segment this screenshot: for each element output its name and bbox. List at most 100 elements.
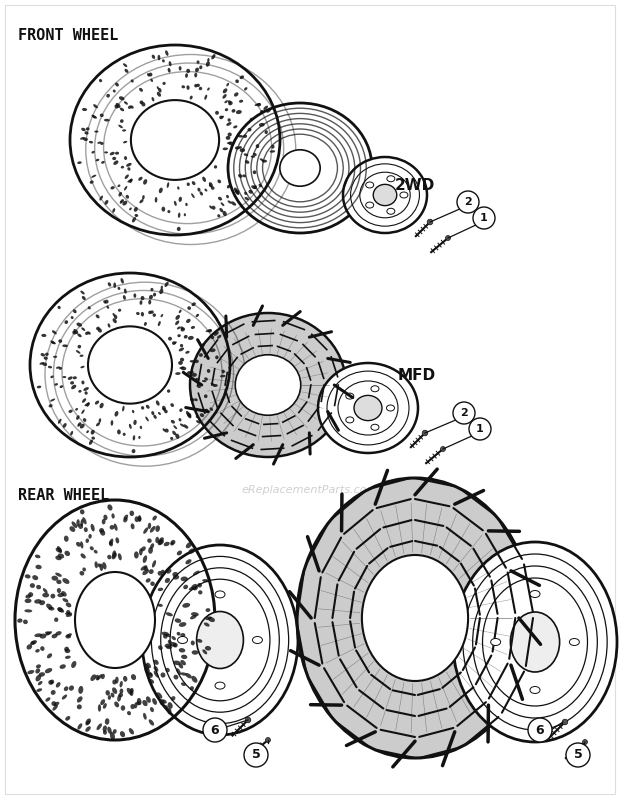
Ellipse shape (115, 677, 118, 684)
Ellipse shape (86, 127, 89, 130)
Ellipse shape (149, 295, 153, 300)
Ellipse shape (80, 137, 85, 140)
Ellipse shape (91, 524, 95, 531)
Ellipse shape (159, 699, 165, 706)
Ellipse shape (179, 408, 183, 412)
Ellipse shape (280, 149, 320, 186)
Ellipse shape (187, 182, 190, 186)
Circle shape (469, 418, 491, 440)
Ellipse shape (24, 610, 32, 612)
Ellipse shape (205, 408, 208, 412)
Ellipse shape (149, 73, 153, 77)
Ellipse shape (69, 686, 74, 691)
Ellipse shape (106, 93, 110, 97)
Ellipse shape (80, 509, 84, 515)
Ellipse shape (51, 576, 58, 581)
Ellipse shape (228, 103, 372, 233)
Ellipse shape (81, 554, 86, 559)
Ellipse shape (95, 675, 99, 681)
Ellipse shape (175, 320, 179, 325)
Ellipse shape (36, 585, 41, 590)
Ellipse shape (78, 422, 81, 426)
Ellipse shape (30, 273, 230, 457)
Ellipse shape (92, 151, 95, 153)
Ellipse shape (73, 331, 76, 335)
Ellipse shape (197, 84, 200, 87)
Ellipse shape (170, 437, 173, 440)
Ellipse shape (228, 118, 231, 121)
Ellipse shape (176, 668, 181, 675)
Ellipse shape (42, 363, 47, 366)
Ellipse shape (197, 384, 201, 388)
Ellipse shape (143, 527, 148, 534)
Ellipse shape (136, 312, 140, 315)
Ellipse shape (255, 144, 259, 148)
Ellipse shape (157, 571, 162, 576)
Ellipse shape (58, 306, 61, 309)
Ellipse shape (84, 527, 88, 532)
Ellipse shape (131, 674, 136, 680)
Ellipse shape (153, 515, 157, 520)
Ellipse shape (158, 646, 162, 650)
Ellipse shape (193, 570, 200, 575)
Ellipse shape (177, 551, 182, 555)
Ellipse shape (141, 102, 145, 106)
Circle shape (244, 743, 268, 767)
Ellipse shape (204, 377, 208, 380)
Ellipse shape (228, 201, 232, 204)
Ellipse shape (180, 327, 184, 330)
Ellipse shape (50, 399, 55, 402)
Ellipse shape (122, 201, 127, 205)
Ellipse shape (177, 334, 181, 337)
Ellipse shape (144, 664, 149, 671)
Ellipse shape (146, 662, 151, 668)
Circle shape (245, 718, 251, 723)
Ellipse shape (179, 418, 182, 422)
Ellipse shape (110, 525, 114, 530)
Ellipse shape (115, 537, 119, 543)
Ellipse shape (64, 535, 69, 542)
Ellipse shape (153, 292, 156, 296)
Ellipse shape (25, 574, 30, 578)
Ellipse shape (78, 686, 83, 694)
Ellipse shape (55, 555, 61, 560)
Ellipse shape (58, 607, 64, 613)
Ellipse shape (45, 668, 52, 674)
Ellipse shape (235, 355, 301, 415)
Ellipse shape (200, 413, 204, 417)
Ellipse shape (180, 367, 186, 370)
Ellipse shape (78, 345, 81, 348)
Text: 2WD: 2WD (395, 178, 435, 193)
Ellipse shape (82, 517, 87, 524)
Ellipse shape (215, 591, 225, 598)
Ellipse shape (166, 668, 170, 672)
Ellipse shape (133, 293, 136, 298)
Ellipse shape (98, 563, 101, 567)
Ellipse shape (114, 315, 117, 319)
Ellipse shape (215, 356, 219, 360)
Ellipse shape (195, 68, 199, 72)
Ellipse shape (55, 384, 58, 386)
Ellipse shape (68, 376, 73, 380)
Ellipse shape (110, 186, 115, 189)
Ellipse shape (158, 412, 161, 415)
Ellipse shape (244, 87, 247, 90)
Ellipse shape (199, 87, 202, 90)
Ellipse shape (113, 313, 115, 316)
Ellipse shape (190, 686, 194, 690)
Ellipse shape (164, 705, 169, 710)
Ellipse shape (218, 180, 221, 183)
Ellipse shape (166, 634, 171, 637)
Ellipse shape (366, 182, 374, 188)
Ellipse shape (244, 192, 247, 195)
Ellipse shape (346, 417, 354, 423)
Ellipse shape (130, 690, 133, 696)
Ellipse shape (202, 380, 206, 382)
Ellipse shape (101, 674, 105, 679)
Ellipse shape (135, 214, 138, 217)
Circle shape (453, 402, 475, 424)
Ellipse shape (179, 622, 187, 627)
Ellipse shape (190, 96, 193, 100)
Ellipse shape (180, 633, 185, 638)
Ellipse shape (186, 69, 190, 73)
